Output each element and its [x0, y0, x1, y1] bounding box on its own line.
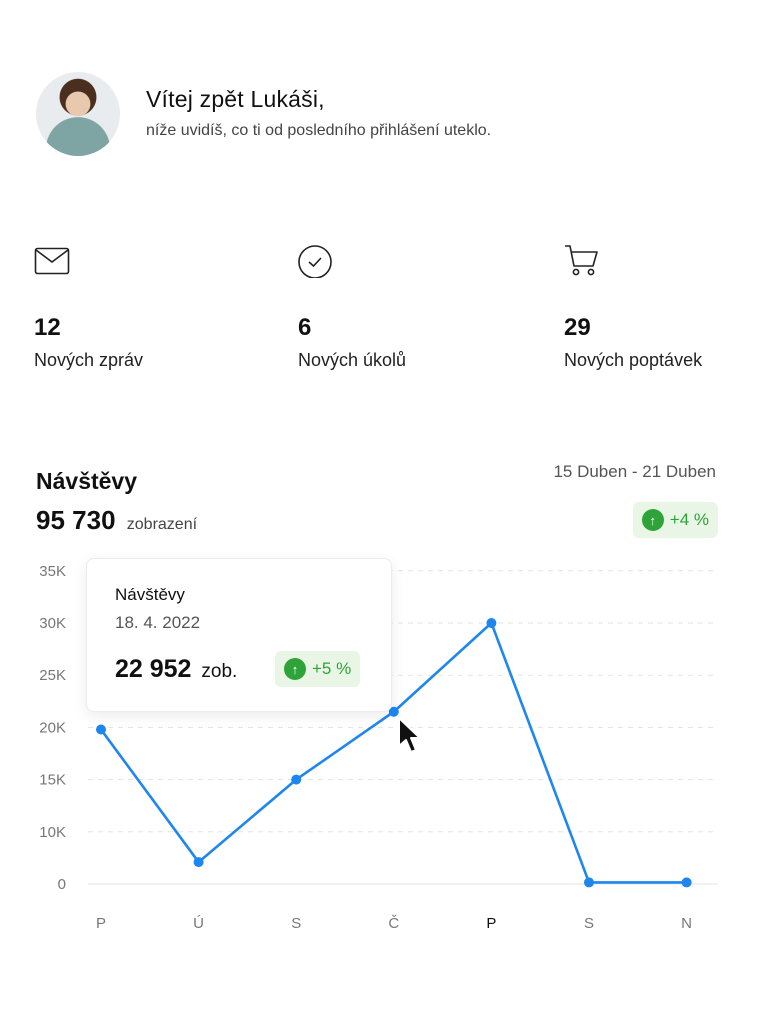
x-tick-label[interactable]: P — [96, 915, 106, 932]
y-tick-label: 10K — [39, 824, 66, 841]
greeting-subtitle: níže uvidíš, co ti od posledního přihláš… — [146, 122, 492, 139]
tooltip-change-value: +5 % — [312, 659, 352, 678]
stat-value: 29 — [564, 314, 591, 341]
check-circle-icon — [298, 245, 332, 278]
x-tick-label[interactable]: N — [681, 915, 692, 932]
visits-total-value: 95 730 — [36, 505, 116, 535]
data-point[interactable] — [584, 877, 594, 888]
tooltip-value-unit: zob. — [201, 661, 238, 682]
visits-total-unit: zobrazení — [126, 516, 198, 533]
y-tick-label: 0 — [58, 876, 66, 893]
x-tick-label[interactable]: Č — [388, 915, 399, 932]
visits-title: Návštěvy — [36, 468, 138, 494]
x-tick-label[interactable]: P — [486, 915, 496, 932]
visits-change-value: +4 % — [669, 510, 709, 529]
tooltip-title: Návštěvy — [115, 585, 185, 604]
x-tick-label[interactable]: S — [584, 915, 594, 932]
tooltip-date: 18. 4. 2022 — [115, 613, 201, 632]
mouse-pointer-icon — [398, 717, 421, 753]
x-tick-label[interactable]: Ú — [193, 915, 204, 932]
data-point[interactable] — [681, 877, 692, 888]
data-point[interactable] — [486, 618, 497, 628]
y-tick-label: 15K — [39, 772, 66, 789]
arrow-up-icon: ↑ — [641, 509, 664, 531]
y-tick-label: 25K — [39, 667, 66, 684]
visits-change-badge: ↑ +4 % — [632, 502, 718, 538]
y-tick-label: 20K — [39, 719, 66, 736]
y-tick-label: 35K — [39, 563, 66, 580]
tooltip-change-badge: ↑ +5 % — [275, 651, 361, 687]
visits-total: 95 730 zobrazení — [36, 505, 197, 536]
data-point[interactable] — [193, 857, 204, 868]
stat-messages[interactable]: 12 Nových zpráv — [34, 240, 254, 370]
data-point[interactable] — [96, 724, 106, 735]
stat-label: Nových úkolů — [298, 350, 407, 370]
y-tick-label: 30K — [39, 615, 66, 632]
stat-inquiries[interactable]: 29 Nových poptávek — [564, 240, 768, 370]
stat-label: Nových zpráv — [34, 350, 144, 370]
stats-row: 12 Nových zpráv 6 Nových úkolů 29 Nových… — [0, 240, 768, 380]
visits-line-chart[interactable]: 0 10K 15K 20K 25K 30K 35K P Ú S Č P S N — [0, 550, 768, 940]
tooltip-value: 22 952 zob. — [115, 655, 237, 684]
stat-tasks[interactable]: 6 Nových úkolů — [298, 240, 518, 370]
data-point[interactable] — [291, 774, 302, 785]
welcome-header: Vítej zpět Lukáši, níže uvidíš, co ti od… — [36, 72, 736, 158]
data-point[interactable] — [388, 706, 399, 717]
avatar[interactable] — [36, 72, 120, 156]
stat-value: 12 — [34, 314, 61, 341]
greeting-title: Vítej zpět Lukáši, — [146, 86, 325, 112]
arrow-up-icon: ↑ — [284, 658, 306, 680]
stat-label: Nových poptávek — [564, 350, 703, 370]
chart-tooltip: Návštěvy 18. 4. 2022 22 952 zob. ↑ +5 % — [86, 558, 392, 712]
date-range-selector[interactable]: 15 Duben - 21 Duben — [553, 462, 716, 481]
tooltip-value-number: 22 952 — [115, 655, 192, 683]
x-tick-label[interactable]: S — [291, 915, 301, 932]
cart-icon — [565, 245, 598, 276]
envelope-icon — [34, 247, 70, 275]
stat-value: 6 — [298, 314, 312, 341]
